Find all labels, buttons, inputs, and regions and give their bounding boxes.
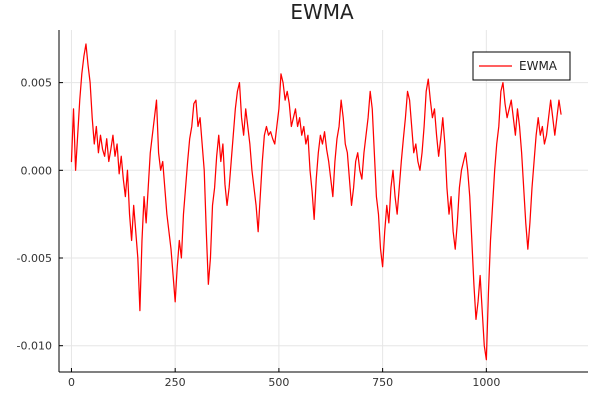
legend: EWMA <box>472 51 571 81</box>
axes-layer <box>58 30 588 373</box>
y-tick-label-0: -0.010 <box>17 340 52 353</box>
x-tick-label-4: 1000 <box>472 376 500 389</box>
y-tick-label-3: 0.005 <box>21 77 53 90</box>
y-tick-label-2: 0.000 <box>21 164 53 177</box>
x-tick-label-0: 0 <box>68 376 75 389</box>
legend-label-ewma: EWMA <box>519 59 558 73</box>
series-line-ewma <box>70 43 562 361</box>
ticks-layer: 0 250 500 750 1000 -0.010 -0.005 0.000 0.005 <box>17 77 501 389</box>
x-tick-label-3: 750 <box>372 376 393 389</box>
y-tick-label-1: -0.005 <box>17 252 52 265</box>
x-tick-label-1: 250 <box>165 376 186 389</box>
x-tick-label-2: 500 <box>268 376 289 389</box>
chart-title: EWMA <box>290 0 354 24</box>
series-layer <box>70 43 562 361</box>
grid-layer <box>59 30 588 372</box>
